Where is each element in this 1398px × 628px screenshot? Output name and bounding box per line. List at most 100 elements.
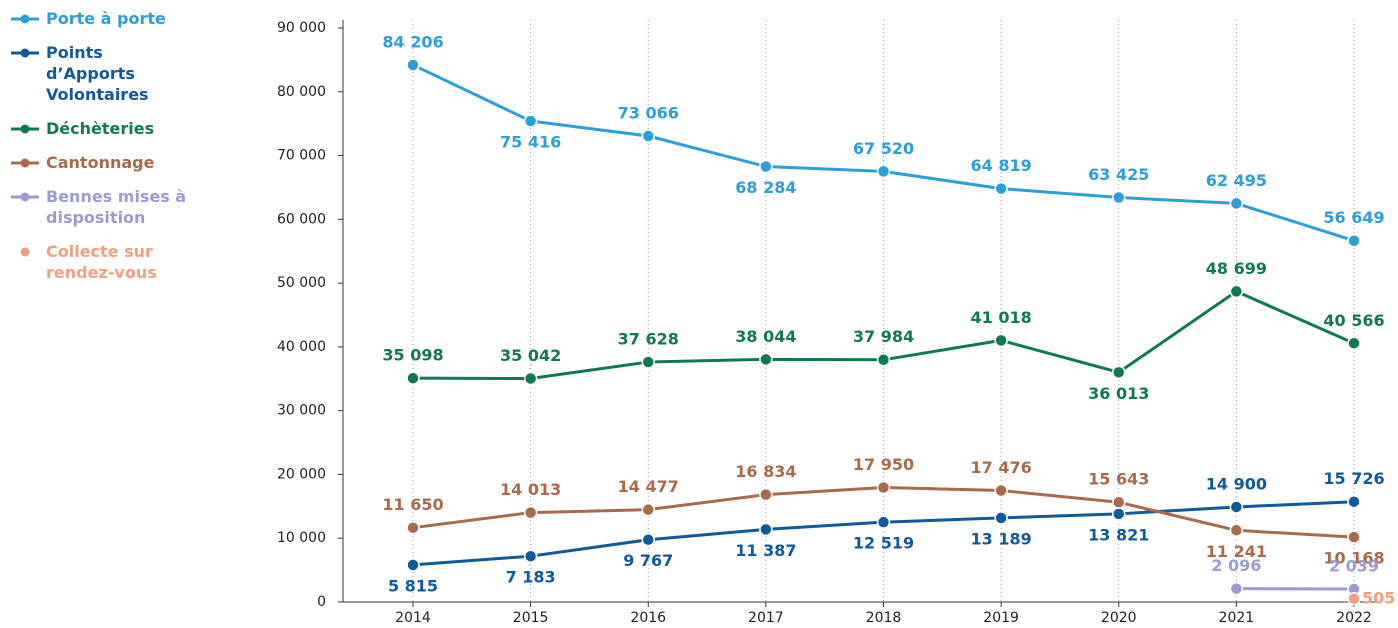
data-point [759,522,773,537]
legend-label: Déchèteries [46,119,155,138]
data-label: 505 [1362,588,1395,607]
data-label: 84 206 [382,32,443,51]
data-point [994,483,1008,498]
legend-dot [20,158,30,168]
data-point [1347,336,1361,351]
legend-item: Collecte sur rendez-vous [10,241,260,283]
data-label: 41 018 [971,308,1032,327]
data-point [876,164,891,179]
data-label: 64 819 [971,156,1032,175]
data-label: 11 241 [1206,542,1267,561]
legend-item: Bennes mises à disposition [10,186,260,228]
data-label: 38 044 [735,327,796,346]
data-point [406,371,420,385]
legend-item: Cantonnage [10,152,260,173]
data-point [523,505,538,520]
data-point [1229,581,1244,596]
data-label: 40 566 [1323,311,1384,330]
legend-dot [20,124,30,134]
data-label: 2 096 [1211,556,1261,575]
y-tick-label: 80 000 [277,84,326,100]
legend-label: Cantonnage [46,153,155,172]
data-point [523,549,538,563]
data-label: 36 013 [1088,384,1149,403]
data-point [641,355,655,369]
legend: Porte à porte Points d’Apports Volontaire… [10,8,260,296]
legend-marker [11,158,39,168]
data-label: 75 416 [500,133,561,152]
legend-item: Déchèteries [10,118,260,139]
data-label: 17 476 [971,458,1032,477]
x-tick-label: 2016 [630,610,666,626]
y-tick-label: 70 000 [277,148,326,164]
legend-marker [11,48,39,58]
data-label: 14 477 [618,477,679,496]
legend-dot [20,48,30,58]
data-point [759,352,773,367]
legend-dot [20,192,30,202]
legend-marker [11,124,39,134]
legend-marker [11,14,39,24]
data-label: 5 815 [388,576,438,595]
data-point [994,511,1008,525]
data-label: 11 387 [735,541,796,560]
x-tick-label: 2021 [1219,610,1255,626]
data-label: 13 189 [971,529,1032,548]
x-tick-label: 2015 [513,610,549,626]
data-point [1347,494,1361,509]
data-point [406,58,420,72]
data-label: 15 643 [1088,470,1149,489]
data-point [994,333,1008,348]
data-point [1347,592,1361,606]
legend-dot [20,14,30,24]
y-tick-label: 60 000 [277,211,326,227]
data-label: 14 900 [1206,474,1267,493]
data-point [1347,233,1361,248]
data-label: 35 042 [500,346,561,365]
x-tick-label: 2017 [748,610,784,626]
x-tick-label: 2020 [1101,610,1137,626]
data-point [1229,284,1244,299]
y-tick-label: 90 000 [277,20,326,36]
legend-label: Porte à porte [46,9,166,28]
legend-label: Collecte sur rendez-vous [46,242,157,282]
data-point [1112,495,1126,509]
data-point [1229,500,1244,514]
data-label: 15 726 [1323,469,1384,488]
data-point [1112,507,1126,521]
data-label: 12 519 [853,534,914,553]
data-point [876,352,891,367]
data-point [1229,523,1244,538]
legend-label: Bennes mises à disposition [46,187,187,227]
data-label: 14 013 [500,480,561,499]
y-tick-label: 40 000 [277,339,326,355]
data-label: 73 066 [618,104,679,123]
data-point [1112,190,1126,205]
y-tick-label: 30 000 [277,403,326,419]
x-tick-label: 2019 [983,610,1019,626]
data-point [406,520,420,535]
data-label: 35 098 [382,346,443,365]
data-label: 37 984 [853,327,914,346]
data-label: 13 821 [1088,525,1149,544]
data-point [523,114,538,128]
y-tick-label: 0 [317,594,326,610]
data-point [759,487,773,502]
data-point [1347,530,1361,544]
y-tick-label: 10 000 [277,530,326,546]
data-label: 62 495 [1206,171,1267,190]
data-label: 16 834 [735,462,796,481]
data-label: 48 699 [1206,259,1267,278]
data-point [406,558,420,572]
legend-label: Points d’Apports Volontaires [46,43,149,104]
x-tick-label: 2014 [395,610,431,626]
legend-item: Points d’Apports Volontaires [10,42,260,105]
legend-marker [20,247,30,257]
y-tick-label: 20 000 [277,466,326,482]
y-tick-label: 50 000 [277,275,326,291]
legend-dot [20,247,30,257]
data-point [1112,365,1126,380]
x-tick-label: 2018 [866,610,902,626]
